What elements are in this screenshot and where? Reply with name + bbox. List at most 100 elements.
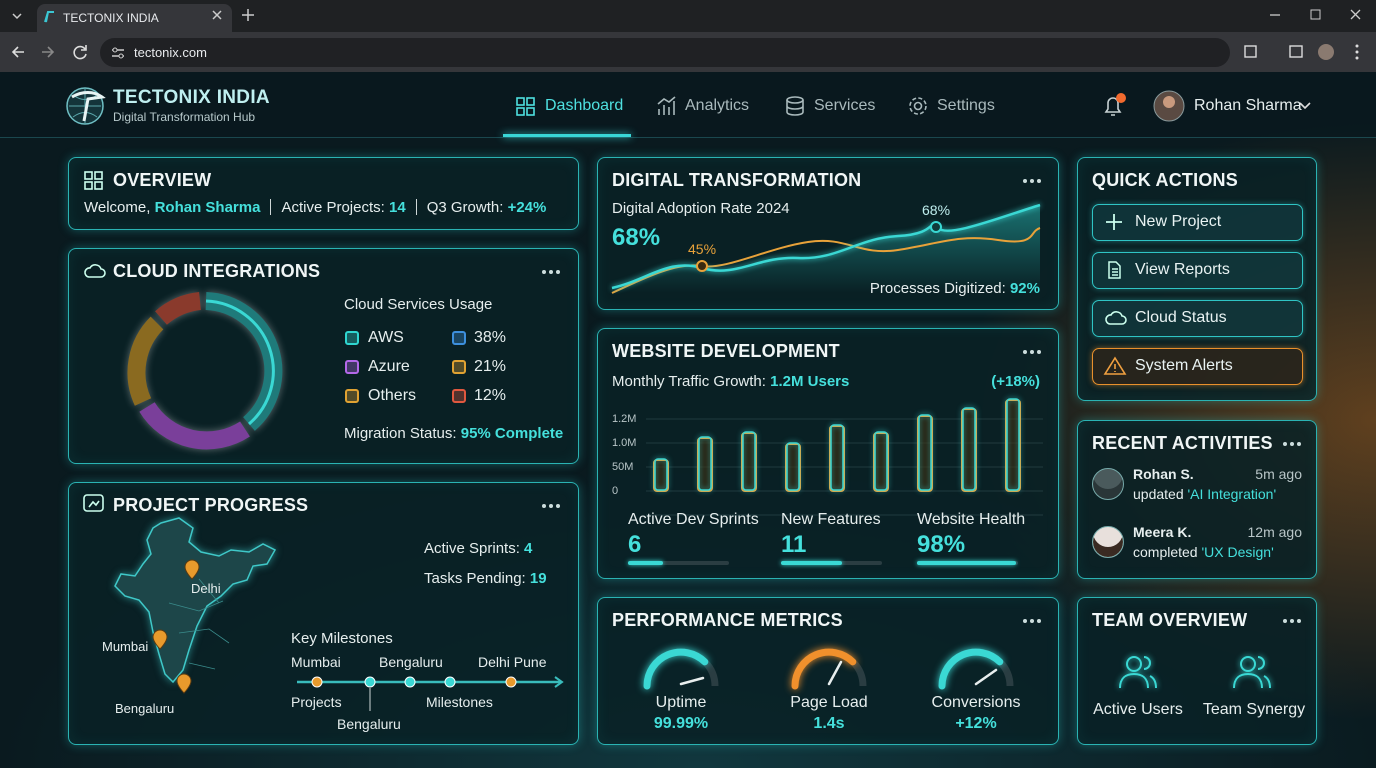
legend-swatch <box>345 389 359 403</box>
more[interactable] <box>1282 618 1302 624</box>
nav-item[interactable]: Settings <box>937 97 995 114</box>
action-button[interactable]: View Reports <box>1092 252 1303 289</box>
close[interactable] <box>1350 9 1361 20</box>
label: System Alerts <box>1135 357 1233 374</box>
bar-glow <box>786 442 800 491</box>
shape <box>127 292 283 450</box>
milestone: Delhi Pune <box>478 654 547 670</box>
shape <box>1023 350 1041 354</box>
nav-icons <box>516 90 1311 122</box>
card-title: RECENT ACTIVITIES <box>1092 433 1273 453</box>
tab-close[interactable] <box>212 10 222 20</box>
action-button[interactable]: System Alerts <box>1092 348 1303 385</box>
shape <box>542 504 560 508</box>
cloud-icon <box>84 264 106 278</box>
bell[interactable] <box>1104 97 1122 116</box>
user-name[interactable]: Rohan Sharma <box>1194 97 1302 114</box>
url: tectonix.com <box>134 45 207 60</box>
bar <box>829 425 845 492</box>
separator <box>415 199 417 215</box>
action-button[interactable]: New Project <box>1092 204 1303 241</box>
gauge-track <box>938 648 1014 687</box>
more[interactable] <box>541 503 561 509</box>
card-title: WEBSITE DEVELOPMENT <box>612 341 840 361</box>
nav-item[interactable]: Dashboard <box>545 97 624 114</box>
share-swatch <box>452 389 466 403</box>
more[interactable] <box>541 269 561 275</box>
milestone: Bengaluru <box>337 716 401 732</box>
gauge-value: 1.4s <box>813 715 845 732</box>
gauge-track <box>791 648 867 687</box>
nav-item[interactable]: Analytics <box>685 97 750 114</box>
action-button[interactable]: Cloud Status <box>1092 300 1303 337</box>
shape <box>1106 214 1122 230</box>
shape <box>1023 619 1027 623</box>
label: Migration Status: <box>344 425 457 442</box>
more[interactable] <box>1022 178 1042 184</box>
shape <box>184 559 200 580</box>
gauge-label: Page Load <box>790 694 868 711</box>
address-bar[interactable]: tectonix.com <box>100 38 1230 67</box>
notification-dot <box>1116 93 1126 103</box>
nav-item[interactable]: Services <box>814 97 876 114</box>
label: Monthly Traffic Growth: <box>612 373 766 390</box>
shape <box>1030 350 1034 354</box>
tab-menu[interactable] <box>12 13 22 20</box>
more[interactable] <box>1022 349 1042 355</box>
extensions[interactable] <box>1244 45 1257 58</box>
shape <box>542 504 546 508</box>
share-swatch <box>452 331 466 345</box>
shape <box>152 559 200 694</box>
shape <box>112 47 118 53</box>
shape <box>444 676 456 688</box>
maximize[interactable] <box>1310 9 1321 20</box>
site-info[interactable] <box>110 45 126 61</box>
profile[interactable] <box>1318 44 1334 60</box>
gauge-needle <box>827 660 843 686</box>
shape <box>1290 442 1294 446</box>
city: Delhi <box>191 581 221 596</box>
target: 'AI Integration' <box>1187 486 1277 502</box>
more[interactable] <box>1282 441 1302 447</box>
analytics-icon <box>657 96 676 115</box>
tagline: Digital Transformation Hub <box>113 110 256 124</box>
user-menu[interactable] <box>1299 102 1311 110</box>
chrome-icons <box>12 9 1361 23</box>
label: Tasks Pending: <box>424 570 526 587</box>
reload[interactable] <box>73 45 87 60</box>
card-title: PERFORMANCE METRICS <box>612 610 843 630</box>
team-card: TEAM OVERVIEW Active Users Team Synergy <box>1077 597 1317 745</box>
gauge-needle <box>974 668 998 686</box>
card-title: OVERVIEW <box>113 170 212 190</box>
shape <box>1355 56 1359 60</box>
project-card: PROJECT PROGRESS Delhi Mumbai Bengaluru … <box>68 482 579 745</box>
rate: 68% <box>612 224 661 251</box>
city: Bengaluru <box>115 701 175 716</box>
forward[interactable] <box>42 46 55 58</box>
overview-card: OVERVIEW Welcome, Rohan Sharma Active Pro… <box>68 157 579 230</box>
target: 'UX Design' <box>1201 544 1274 560</box>
progress-fill <box>917 561 1016 565</box>
new-tab[interactable] <box>242 9 254 21</box>
shape <box>1283 442 1287 446</box>
tab-title: TECTONIX INDIA <box>63 11 159 25</box>
more[interactable] <box>1022 618 1042 624</box>
bar-glow <box>918 414 932 491</box>
sidebar[interactable] <box>1289 45 1303 58</box>
browser-tab[interactable]: TECTONIX INDIA <box>37 4 232 32</box>
performance-card: PERFORMANCE METRICS Uptime 99.99% Page Loa… <box>597 597 1059 745</box>
menu[interactable] <box>1355 44 1359 60</box>
card-title: CLOUD INTEGRATIONS <box>113 261 321 281</box>
dashboard-icon <box>516 97 535 116</box>
donut-segment <box>155 292 202 325</box>
shape <box>1037 619 1041 623</box>
legend-swatch <box>345 360 359 374</box>
shape <box>542 270 560 274</box>
annotation: 68% <box>922 202 951 218</box>
back[interactable] <box>11 46 24 58</box>
shape <box>1119 656 1271 689</box>
donut-segment <box>139 402 250 450</box>
separator <box>270 199 272 215</box>
traffic: Monthly Traffic Growth: 1.2M Users <box>612 373 849 390</box>
